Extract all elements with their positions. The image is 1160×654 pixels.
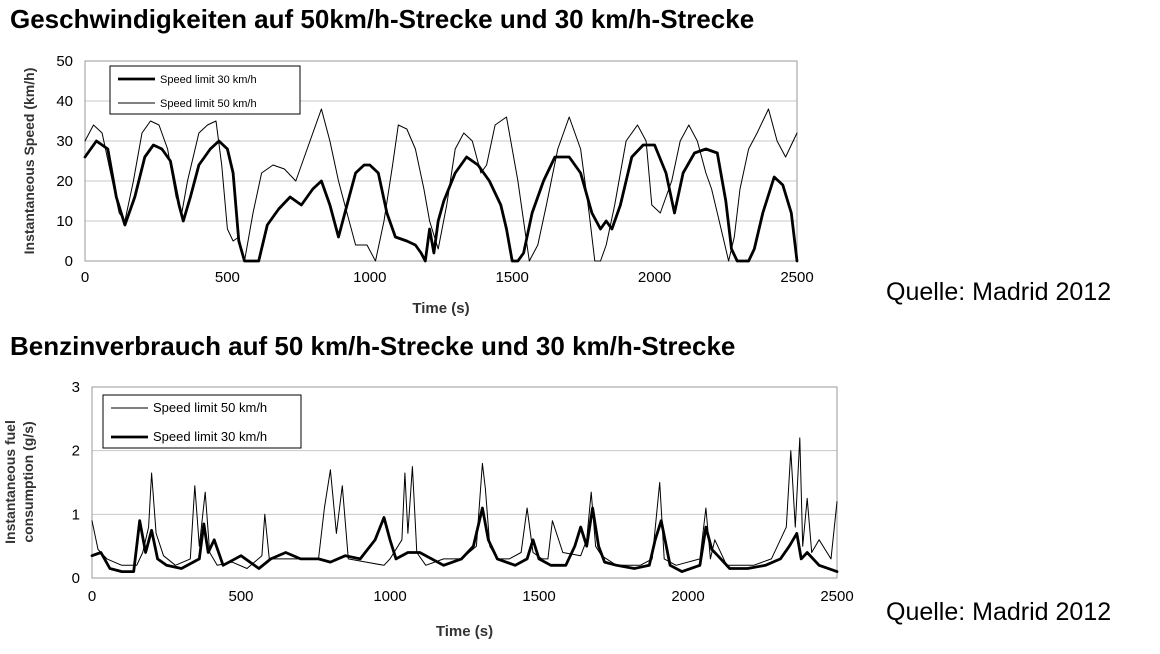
legend-label: Speed limit 50 km/h (153, 400, 267, 415)
fuel-chart-source: Quelle: Madrid 2012 (886, 598, 1112, 626)
legend-label: Speed limit 50 km/h (160, 98, 257, 110)
plot-frame (91, 386, 838, 579)
y-axis-label: Instantaneous fuel (2, 420, 18, 544)
x-tick-label: 1500 (496, 269, 529, 286)
x-tick-label: 0 (81, 269, 89, 286)
y-axis-label: consumption (g/s) (20, 421, 36, 542)
legend-label: Speed limit 30 km/h (153, 429, 267, 444)
x-tick-label: 1000 (373, 588, 406, 605)
x-tick-label: 500 (215, 269, 240, 286)
x-tick-label: 1000 (353, 269, 386, 286)
x-tick-label: 1500 (522, 588, 555, 605)
plot-frame (84, 60, 798, 262)
series-line-thin-1 (84, 108, 798, 262)
x-tick-label: 500 (228, 588, 253, 605)
y-tick-label: 0 (72, 570, 80, 587)
fuel-chart: 0 1 2 3 0 500 1000 1500 2000 2500 Time (s) Instanta… (2, 379, 854, 640)
y-tick-label: 1 (72, 506, 80, 523)
x-tick-label: 0 (88, 588, 96, 605)
x-axis-label: Time (s) (412, 300, 469, 317)
y-tick-label: 50 (56, 53, 73, 70)
speed-chart-source: Quelle: Madrid 2012 (886, 278, 1112, 306)
series-line-thick-1 (90, 506, 839, 573)
y-tick-label: 30 (56, 133, 73, 150)
x-axis-label: Time (s) (436, 623, 493, 640)
series-line-thick-0 (83, 139, 799, 263)
x-tick-label: 2000 (671, 588, 704, 605)
y-tick-label: 40 (56, 93, 73, 110)
fuel-chart-heading: Benzinverbrauch auf 50 km/h-Strecke und … (10, 331, 736, 361)
y-axis-label: Instantaneous Speed (km/h) (21, 68, 37, 255)
x-tick-label: 2500 (820, 588, 853, 605)
legend-box (109, 65, 301, 115)
y-tick-label: 20 (56, 173, 73, 190)
series-line-thin-0 (91, 437, 838, 569)
y-tick-label: 10 (56, 213, 73, 230)
y-tick-label: 0 (65, 253, 73, 270)
x-tick-label: 2500 (780, 269, 813, 286)
legend-box (102, 394, 302, 449)
y-tick-label: 2 (72, 443, 80, 460)
x-tick-label: 2000 (638, 269, 671, 286)
speed-chart-heading: Geschwindigkeiten auf 50km/h-Strecke und… (10, 4, 755, 34)
y-tick-label: 3 (72, 379, 80, 396)
legend-label: Speed limit 30 km/h (160, 74, 257, 86)
